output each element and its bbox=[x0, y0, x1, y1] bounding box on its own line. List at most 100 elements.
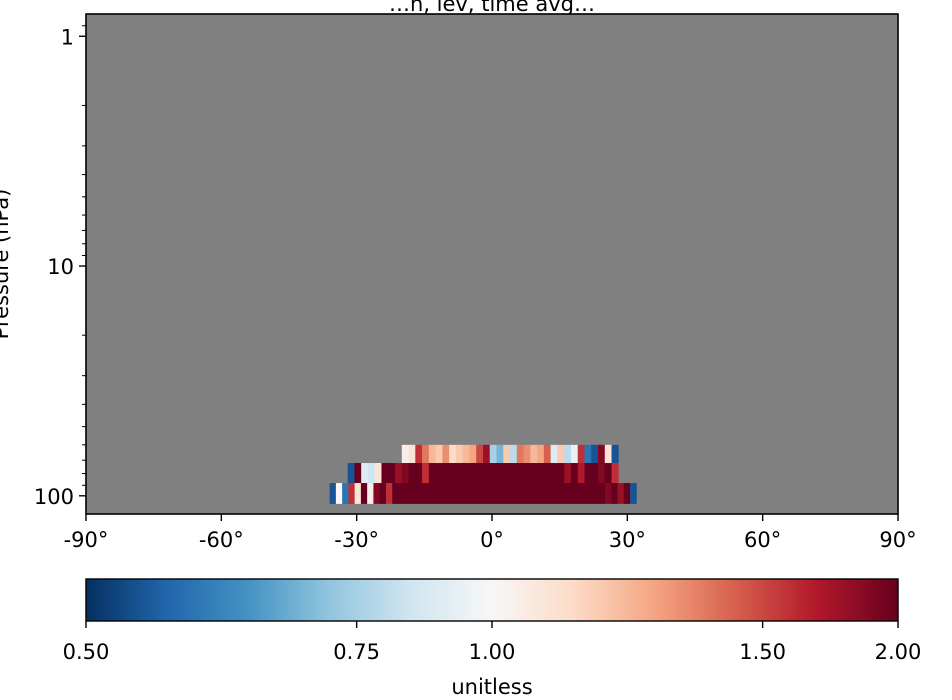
heatmap-cell bbox=[381, 463, 389, 484]
y-tick-label: 10 bbox=[47, 255, 74, 279]
heatmap-cell bbox=[510, 444, 518, 464]
heatmap-cell bbox=[630, 483, 637, 504]
heatmap-cell bbox=[415, 444, 423, 464]
heatmap-cell bbox=[469, 444, 477, 464]
heatmap-cell bbox=[335, 483, 343, 504]
heatmap-cell bbox=[537, 463, 545, 484]
heatmap-cell bbox=[529, 483, 537, 504]
heatmap-cell bbox=[617, 483, 625, 504]
heatmap-cell bbox=[584, 463, 592, 484]
heatmap-cell bbox=[570, 463, 579, 484]
heatmap-cell bbox=[361, 463, 369, 484]
heatmap-cell bbox=[543, 444, 552, 464]
heatmap-cell bbox=[442, 483, 449, 504]
x-tick-label: 60° bbox=[744, 528, 781, 552]
heatmap-cell bbox=[401, 444, 409, 464]
heatmap-cells bbox=[329, 444, 637, 504]
heatmap-cell bbox=[542, 483, 550, 504]
colorbar-tick-label: 0.75 bbox=[333, 640, 380, 664]
heatmap-cell bbox=[415, 463, 423, 484]
x-axis: -90° -60° -30° 0° 30° 60° 90° bbox=[64, 514, 917, 552]
heatmap-cell bbox=[496, 463, 504, 484]
plot-area bbox=[85, 13, 899, 515]
heatmap-cell bbox=[492, 483, 500, 504]
x-tick-label: 30° bbox=[609, 528, 646, 552]
y-axis: 1 10 100 bbox=[34, 25, 86, 509]
heatmap-cell bbox=[479, 483, 487, 504]
heatmap-cell bbox=[611, 463, 619, 484]
heatmap-cell bbox=[408, 463, 416, 484]
heatmap-cell bbox=[385, 483, 393, 504]
heatmap-cell bbox=[473, 483, 481, 504]
heatmap-cell bbox=[423, 483, 431, 504]
heatmap-cell bbox=[577, 463, 585, 484]
heatmap-cell bbox=[516, 463, 524, 484]
colorbar-tick-label: 1.00 bbox=[469, 640, 516, 664]
heatmap-cell bbox=[410, 483, 418, 504]
heatmap-cell bbox=[573, 483, 581, 504]
heatmap-cell bbox=[523, 483, 531, 504]
heatmap-cell bbox=[557, 463, 565, 484]
heatmap-cell bbox=[598, 444, 606, 464]
heatmap-cell bbox=[543, 463, 552, 484]
heatmap-cell bbox=[611, 444, 619, 464]
heatmap-cell bbox=[442, 444, 450, 464]
heatmap-cell bbox=[398, 483, 406, 504]
heatmap-cell bbox=[467, 483, 474, 504]
heatmap-cell bbox=[496, 444, 504, 464]
heatmap-cell bbox=[360, 483, 368, 504]
heatmap-cell bbox=[584, 444, 592, 464]
heatmap-cell bbox=[564, 444, 572, 464]
heatmap-cell bbox=[580, 483, 587, 504]
heatmap-cell bbox=[605, 483, 612, 504]
heatmap-cell bbox=[503, 444, 511, 464]
heatmap-cell bbox=[591, 444, 599, 464]
heatmap-cell bbox=[476, 463, 484, 484]
heatmap-cell bbox=[537, 444, 545, 464]
heatmap-cell bbox=[604, 444, 612, 464]
heatmap-cell bbox=[469, 463, 477, 484]
heatmap-cell bbox=[436, 483, 443, 504]
heatmap-cell bbox=[354, 463, 362, 484]
heatmap-cell bbox=[428, 444, 437, 464]
heatmap-cell bbox=[442, 463, 450, 484]
heatmap-cell bbox=[417, 483, 424, 504]
x-tick-label: -60° bbox=[199, 528, 244, 552]
heatmap-cell bbox=[482, 444, 491, 464]
x-tick-label: 0° bbox=[480, 528, 504, 552]
heatmap-cell bbox=[392, 483, 399, 504]
heatmap-cell bbox=[489, 444, 497, 464]
chart-title: …n, lev, time avg… bbox=[389, 0, 595, 16]
heatmap-cell bbox=[373, 483, 381, 504]
heatmap-cell bbox=[455, 444, 464, 464]
heatmap-cell bbox=[611, 483, 618, 504]
colorbar-label: unitless bbox=[451, 675, 532, 699]
heatmap-cell bbox=[523, 463, 531, 484]
heatmap-cell bbox=[435, 463, 443, 484]
heatmap-cell bbox=[554, 483, 562, 504]
y-tick-label: 100 bbox=[34, 485, 74, 509]
colorbar-tick-label: 0.50 bbox=[63, 640, 110, 664]
heatmap-cell bbox=[422, 444, 430, 464]
heatmap-cell bbox=[462, 463, 470, 484]
heatmap-cell bbox=[461, 483, 468, 504]
heatmap-cell bbox=[454, 483, 462, 504]
heatmap-cell bbox=[564, 463, 572, 484]
missing-data-background bbox=[86, 14, 898, 514]
heatmap-cell bbox=[388, 463, 396, 484]
colorbar: 0.50 0.75 1.00 1.50 2.00 unitless bbox=[63, 578, 921, 699]
heatmap-cell bbox=[550, 444, 558, 464]
heatmap-cell bbox=[557, 444, 565, 464]
heatmap-cell bbox=[429, 483, 437, 504]
heatmap-cell bbox=[354, 483, 362, 504]
heatmap-cell bbox=[395, 463, 403, 484]
colorbar-bar bbox=[85, 578, 899, 622]
heatmap-cell bbox=[449, 444, 457, 464]
heatmap-cell bbox=[511, 483, 518, 504]
heatmap-cell bbox=[604, 463, 612, 484]
heatmap-cell bbox=[598, 483, 606, 504]
heatmap-cell bbox=[367, 483, 374, 504]
heatmap-cell bbox=[567, 483, 575, 504]
y-axis-title: Pressure (hPa) bbox=[0, 189, 13, 340]
